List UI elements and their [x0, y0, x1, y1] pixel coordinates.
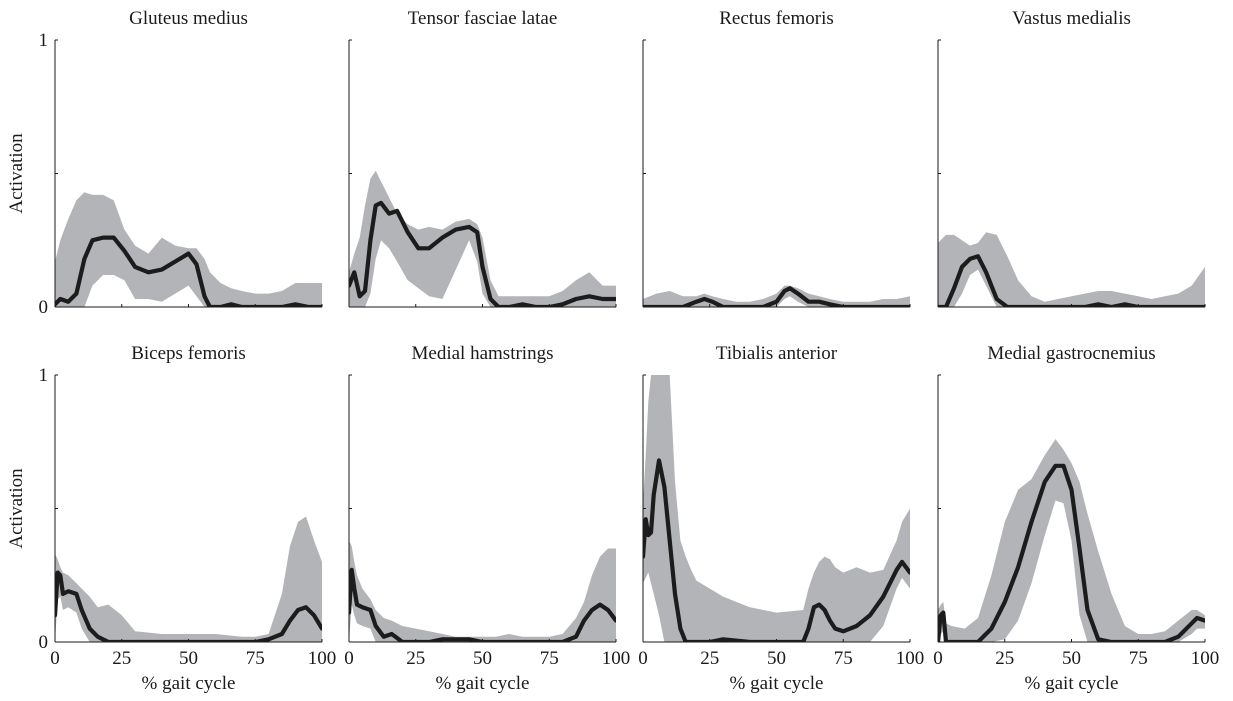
- mean-activation-line: [55, 235, 322, 307]
- x-tick-label: 0: [933, 648, 943, 669]
- mean-activation-line: [938, 463, 1205, 642]
- y-tick-label: 0: [39, 632, 49, 653]
- y-axis-label: Activation: [6, 133, 27, 214]
- mean-activation-line: [349, 200, 616, 307]
- x-tick-label: 50: [767, 648, 786, 669]
- x-tick-label: 50: [179, 648, 198, 669]
- x-tick-label: 100: [308, 648, 337, 669]
- mean-activation-line: [55, 570, 322, 642]
- x-tick-label: 0: [344, 648, 354, 669]
- x-tick-label: 25: [995, 648, 1014, 669]
- mean-activation-line: [349, 567, 616, 642]
- x-tick-label: 75: [246, 648, 265, 669]
- subplot-title: Biceps femoris: [131, 343, 246, 364]
- x-tick-label: 0: [50, 648, 60, 669]
- sd-band: [349, 540, 616, 642]
- subplot-title: Tibialis anterior: [716, 343, 838, 364]
- x-tick-label: 0: [638, 648, 648, 669]
- x-axis-label: % gait cycle: [1025, 673, 1119, 694]
- x-tick-label: 100: [1191, 648, 1220, 669]
- y-tick-label: 1: [39, 365, 49, 386]
- x-tick-label: 25: [112, 648, 131, 669]
- sd-band: [938, 232, 1205, 307]
- x-tick-label: 50: [1062, 648, 1081, 669]
- mean-activation-line: [643, 286, 910, 307]
- y-axis-label: Activation: [6, 468, 27, 549]
- subplot-title: Rectus femoris: [719, 8, 834, 29]
- x-axis-label: % gait cycle: [436, 673, 530, 694]
- x-axis-label: % gait cycle: [142, 673, 236, 694]
- sd-band: [55, 192, 322, 307]
- sd-band: [55, 516, 322, 642]
- y-tick-label: 0: [39, 297, 49, 318]
- subplot-title: Medial gastrocnemius: [987, 343, 1155, 364]
- sd-band: [349, 170, 616, 307]
- x-tick-label: 25: [700, 648, 719, 669]
- x-tick-label: 25: [406, 648, 425, 669]
- mean-activation-line: [643, 458, 910, 642]
- subplot-title: Vastus medialis: [1012, 8, 1131, 29]
- sd-band: [643, 375, 910, 642]
- subplot-title: Tensor fasciae latae: [408, 8, 558, 29]
- sd-band: [938, 439, 1205, 642]
- subplot-title: Medial hamstrings: [412, 343, 554, 364]
- x-tick-label: 50: [473, 648, 492, 669]
- x-axis-label: % gait cycle: [730, 673, 824, 694]
- x-tick-label: 75: [1129, 648, 1148, 669]
- x-tick-label: 75: [540, 648, 559, 669]
- x-tick-label: 75: [834, 648, 853, 669]
- x-tick-label: 100: [602, 648, 631, 669]
- y-tick-label: 1: [39, 30, 49, 51]
- x-tick-label: 100: [896, 648, 925, 669]
- mean-activation-line: [938, 254, 1205, 307]
- subplot-title: Gluteus medius: [129, 8, 248, 29]
